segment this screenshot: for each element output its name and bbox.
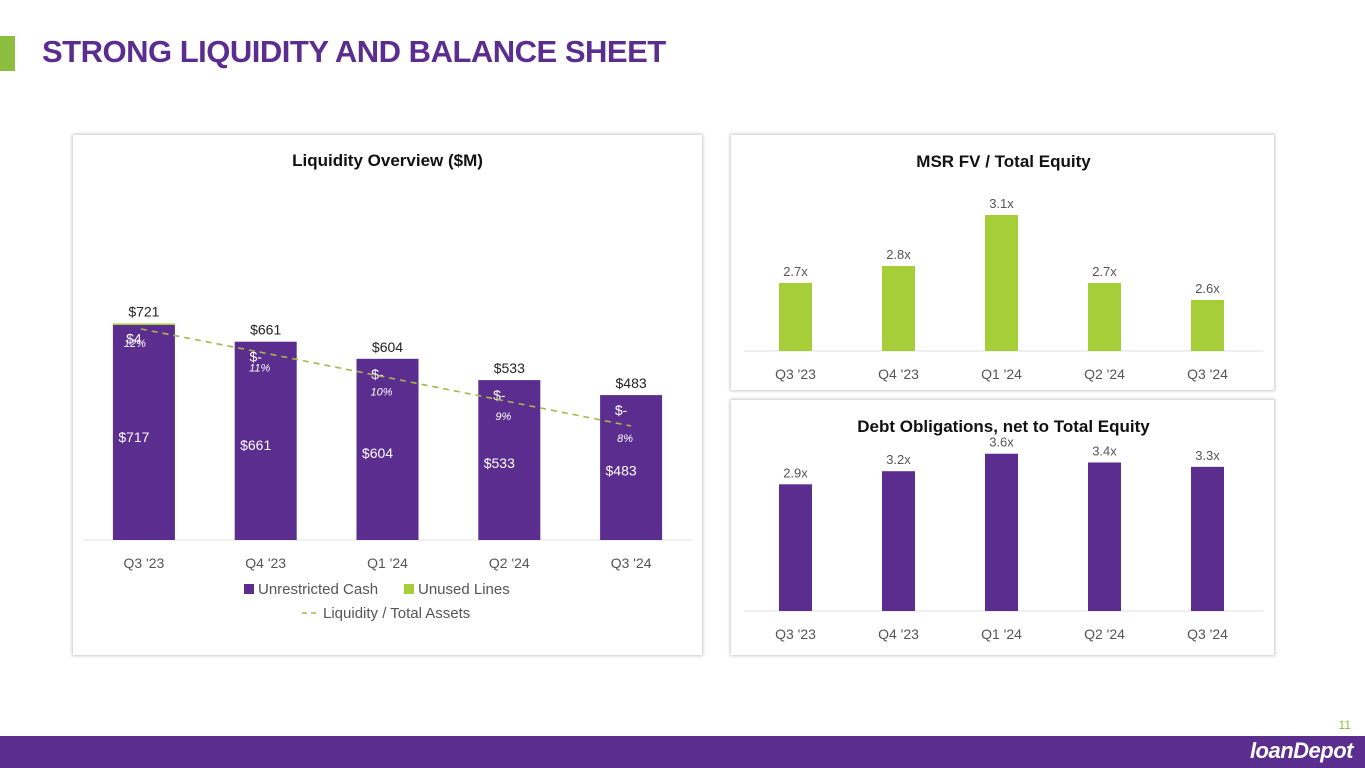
debt-bar: [1088, 462, 1121, 611]
footer-bar: loanDepot: [0, 736, 1365, 768]
x-tick-label: Q1 '24: [981, 366, 1022, 382]
legend-swatch-unrestricted-cash: [244, 584, 254, 594]
unused-lines-bar: [112, 323, 175, 325]
bar-total-label: $604: [372, 339, 403, 355]
cash-value-label: $483: [606, 462, 637, 478]
unrestricted-cash-bar: [234, 341, 297, 540]
cash-value-label: $533: [484, 455, 515, 471]
page-number: 11: [1338, 718, 1351, 732]
msr-bar: [1191, 300, 1224, 351]
msr-value-label: 2.8x: [886, 247, 911, 262]
msr-chart-title: MSR FV / Total Equity: [916, 152, 1091, 171]
cash-value-label: $604: [362, 445, 393, 461]
x-tick-label: Q2 '24: [1084, 366, 1125, 382]
debt-bar: [1191, 466, 1224, 611]
msr-value-label: 2.7x: [783, 264, 808, 279]
msr-value-label: 3.1x: [989, 196, 1014, 211]
unrestricted-cash-bar: [112, 324, 175, 540]
liquidity-chart-title: Liquidity Overview ($M): [292, 151, 483, 170]
bar-total-label: $483: [616, 375, 647, 391]
title-accent-bar: [0, 36, 15, 71]
legend-label-ratio-line: Liquidity / Total Assets: [323, 605, 470, 622]
x-tick-label: Q1 '24: [981, 626, 1022, 642]
unused-lines-label: $-: [249, 349, 262, 365]
debt-value-label: 3.2x: [886, 452, 911, 467]
x-tick-label: Q1 '24: [367, 555, 408, 571]
unused-lines-label: $-: [493, 387, 506, 403]
bar-total-label: $533: [494, 360, 525, 376]
debt-bar: [779, 484, 812, 611]
unrestricted-cash-bar: [356, 358, 419, 540]
legend-swatch-unused-lines: [404, 584, 414, 594]
x-tick-label: Q3 '24: [1187, 366, 1228, 382]
x-tick-label: Q4 '23: [245, 555, 286, 571]
liquidity-ratio-label: 12%: [124, 338, 146, 350]
bar-total-label: $661: [250, 322, 281, 338]
debt-bar: [985, 453, 1018, 611]
msr-bar: [1088, 283, 1121, 351]
x-tick-label: Q4 '23: [878, 366, 919, 382]
msr-bar: [779, 283, 812, 351]
liquidity-legend: Unrestricted Cash Unused Lines Liquidity /…: [244, 581, 510, 622]
liquidity-ratio-label: 9%: [495, 411, 511, 423]
unrestricted-cash-bar: [478, 380, 541, 540]
bar-total-label: $721: [128, 303, 159, 319]
debt-value-label: 3.3x: [1195, 448, 1220, 463]
debt-value-label: 3.6x: [989, 435, 1014, 450]
x-tick-label: Q4 '23: [878, 626, 919, 642]
x-tick-label: Q3 '23: [775, 366, 816, 382]
cash-value-label: $717: [118, 429, 149, 445]
msr-value-label: 2.7x: [1092, 264, 1117, 279]
msr-chart: MSR FV / Total Equity 2.7x Q3 '23 2.8x Q4 '2…: [744, 152, 1263, 382]
page-title: STRONG LIQUIDITY AND BALANCE SHEET: [42, 34, 666, 69]
liquidity-chart: Liquidity Overview ($M) $721 $4 $717 Q3 '23 $…: [83, 151, 692, 622]
debt-value-label: 2.9x: [783, 465, 808, 480]
x-tick-label: Q2 '24: [489, 555, 530, 571]
liquidity-ratio-label: 8%: [617, 433, 633, 445]
liquidity-chart-card: Liquidity Overview ($M) $721 $4 $717 Q3 '23 $…: [73, 135, 702, 655]
legend-label-unused-lines: Unused Lines: [418, 581, 510, 598]
msr-bar: [985, 215, 1018, 351]
debt-bar: [882, 471, 915, 611]
legend-label-unrestricted-cash: Unrestricted Cash: [258, 581, 378, 598]
liquidity-ratio-label: 11%: [249, 362, 270, 374]
msr-chart-card: MSR FV / Total Equity 2.7x Q3 '23 2.8x Q4 '2…: [731, 135, 1274, 390]
debt-chart: Debt Obligations, net to Total Equity 2.9…: [744, 417, 1263, 642]
unused-lines-label: $4: [126, 330, 142, 346]
x-tick-label: Q3 '24: [611, 555, 652, 571]
msr-bar: [882, 266, 915, 351]
x-tick-label: Q3 '24: [1187, 626, 1228, 642]
cash-value-label: $661: [240, 437, 271, 453]
x-tick-label: Q3 '23: [123, 555, 164, 571]
debt-chart-card: Debt Obligations, net to Total Equity 2.9…: [731, 400, 1274, 655]
unrestricted-cash-bar: [600, 395, 663, 540]
x-tick-label: Q2 '24: [1084, 626, 1125, 642]
x-tick-label: Q3 '23: [775, 626, 816, 642]
unused-lines-label: $-: [371, 366, 384, 382]
msr-value-label: 2.6x: [1195, 281, 1220, 296]
unused-lines-label: $-: [615, 402, 628, 418]
liquidity-ratio-label: 10%: [370, 387, 392, 399]
debt-chart-title: Debt Obligations, net to Total Equity: [857, 417, 1150, 436]
debt-value-label: 3.4x: [1092, 443, 1117, 458]
loandepot-logo: loanDepot: [1249, 738, 1354, 763]
